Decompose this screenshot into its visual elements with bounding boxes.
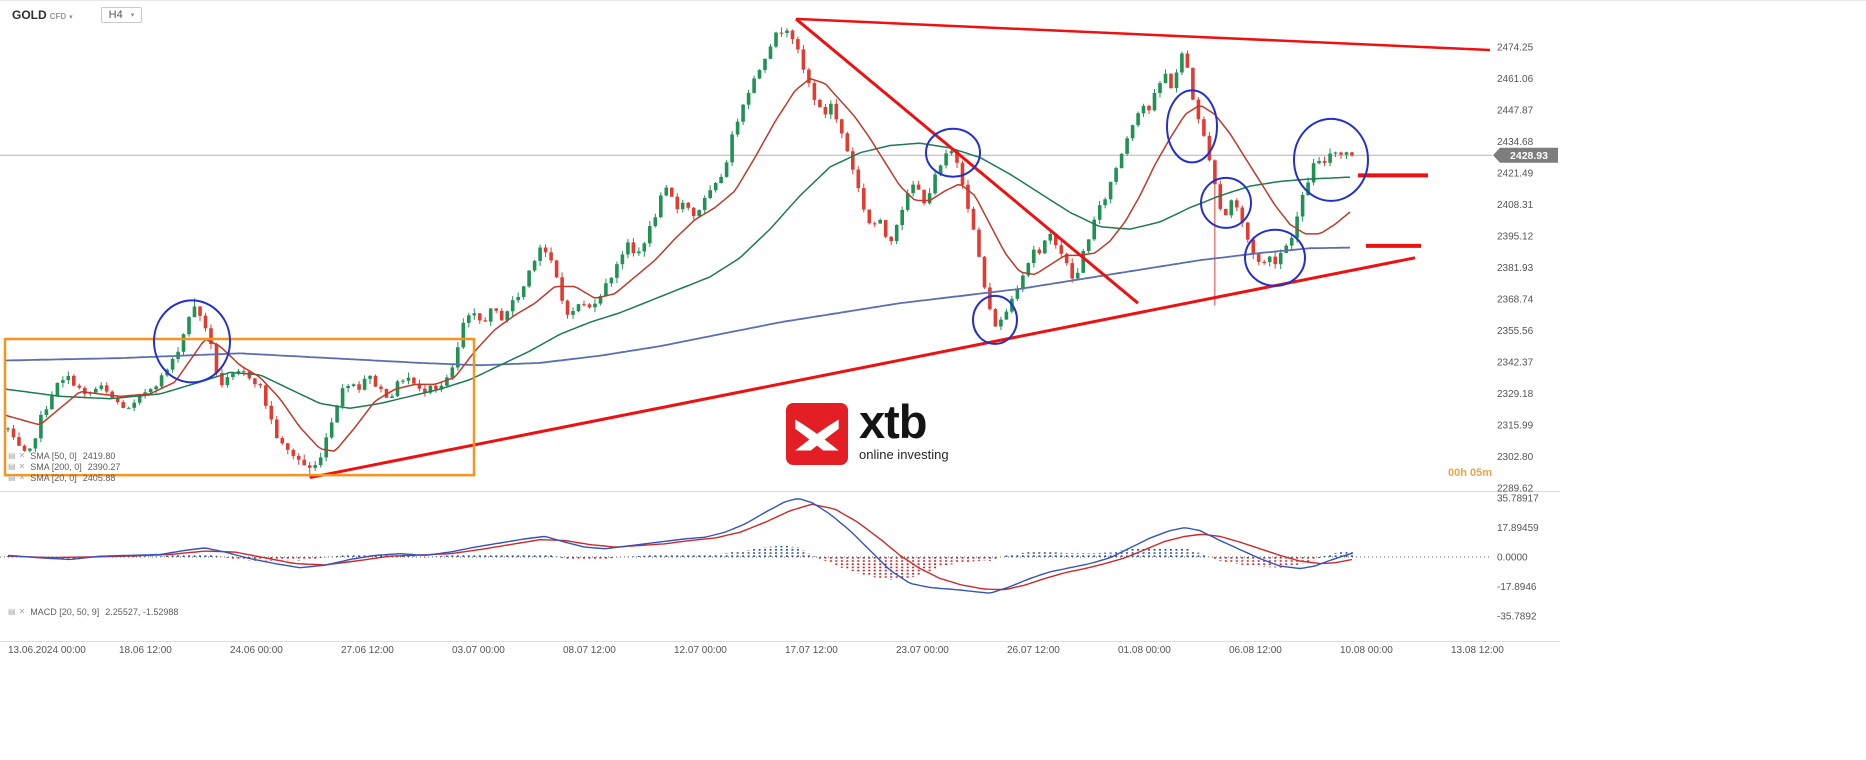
time-axis-label: 27.06 12:00 [341, 645, 394, 656]
price-axis-label: 2421.49 [1497, 169, 1534, 180]
macd-label: MACD [20, 50, 9] [30, 607, 100, 617]
time-axis-label: 12.07 00:00 [674, 645, 727, 656]
price-axis[interactable] [1492, 1, 1560, 642]
annotation-circle[interactable] [925, 127, 981, 178]
macd-axis-label: -35.7892 [1497, 612, 1537, 623]
indicator-menu-icon[interactable]: ▤ [8, 451, 16, 460]
price-axis-label: 2315.99 [1497, 421, 1534, 432]
indicator-legend-row: ▤ ✕ SMA [200, 0] 2390.27 [8, 462, 120, 472]
current-price-badge: 2428.93 [1493, 147, 1558, 163]
price-axis-label: 2355.56 [1497, 326, 1534, 337]
time-axis-label: 26.07 12:00 [1007, 645, 1060, 656]
indicator-label: SMA [200, 0] [30, 462, 82, 472]
indicator-legend-row: ▤ ✕ SMA [50, 0] 2419.80 [8, 451, 115, 461]
price-axis-label: 2461.06 [1497, 74, 1534, 85]
annotation-circle[interactable] [1200, 176, 1252, 229]
indicator-label: SMA [20, 0] [30, 473, 77, 483]
time-axis-label: 06.08 12:00 [1229, 645, 1282, 656]
instrument-type-label: CFD [49, 12, 67, 21]
time-axis-label: 23.07 00:00 [896, 645, 949, 656]
time-axis-label: 13.08 12:00 [1451, 645, 1504, 656]
indicator-remove-icon[interactable]: ✕ [18, 473, 26, 482]
xtb-brand-text: xtb [859, 395, 927, 448]
chart-header: GOLD CFD ▾ H4 ▾ [12, 7, 143, 23]
time-axis-label: 01.08 00:00 [1118, 645, 1171, 656]
macd-axis-label: -17.8946 [1497, 582, 1537, 593]
indicator-legend-row: ▤ ✕ SMA [20, 0] 2405.88 [8, 473, 115, 483]
consolidation-rectangle[interactable] [3, 337, 476, 477]
indicator-remove-icon[interactable]: ✕ [18, 607, 26, 616]
time-axis-label: 24.06 00:00 [230, 645, 283, 656]
price-axis-label: 2447.87 [1497, 106, 1534, 117]
candle-countdown-timer: 00h 05m [1448, 467, 1493, 479]
svg-text:2428.93: 2428.93 [1510, 150, 1548, 162]
annotation-circle[interactable] [972, 294, 1018, 345]
price-chart-canvas[interactable]: 2428.93 2474.25 2461.06 2447.87 2434.68 2421.… [0, 1, 1560, 661]
time-axis[interactable] [0, 642, 1492, 662]
time-axis-label: 17.07 12:00 [785, 645, 838, 656]
chevron-down-icon: ▾ [69, 14, 73, 21]
symbol-selector[interactable]: GOLD CFD ▾ [12, 8, 73, 22]
price-axis-label: 2368.74 [1497, 295, 1534, 306]
price-axis-label: 2395.12 [1497, 232, 1534, 243]
price-axis-label: 2381.93 [1497, 263, 1534, 274]
indicator-value: 2405.88 [82, 473, 116, 483]
xtb-tagline: online investing [859, 446, 949, 462]
symbol-label: GOLD [12, 8, 47, 22]
price-axis-label: 2474.25 [1497, 43, 1534, 54]
macd-axis-label: 0.0000 [1497, 553, 1528, 564]
macd-axis-label: 17.89459 [1497, 523, 1539, 534]
indicator-remove-icon[interactable]: ✕ [18, 462, 26, 471]
price-axis-label: 2289.62 [1497, 484, 1534, 495]
candles-layer [6, 27, 1354, 478]
annotation-circle[interactable] [1244, 228, 1306, 287]
annotation-circle[interactable] [153, 299, 231, 384]
macd-signal-line [7, 503, 1353, 591]
xtb-logo-icon [786, 403, 848, 465]
time-axis-label: 13.06.2024 00:00 [8, 645, 86, 656]
indicator-menu-icon[interactable]: ▤ [8, 607, 16, 616]
time-axis-label: 03.07 00:00 [452, 645, 505, 656]
indicator-menu-icon[interactable]: ▤ [8, 473, 16, 482]
price-axis-label: 2342.37 [1497, 358, 1534, 369]
indicator-remove-icon[interactable]: ✕ [18, 451, 26, 460]
price-axis-label: 2434.68 [1497, 137, 1534, 148]
macd-value: 2.25527, -1.52988 [105, 607, 179, 617]
indicator-menu-icon[interactable]: ▤ [8, 462, 16, 471]
price-axis-label: 2329.18 [1497, 389, 1534, 400]
descending-trendline[interactable] [795, 17, 1139, 305]
sma-200-line [5, 246, 1351, 367]
indicator-value: 2390.27 [87, 462, 121, 472]
annotation-circle[interactable] [1166, 89, 1218, 164]
annotation-circle[interactable] [1293, 117, 1369, 202]
time-axis-label: 18.06 12:00 [119, 645, 172, 656]
timeframe-selector[interactable]: H4 ▾ [100, 7, 143, 23]
sma-20-line [5, 77, 1351, 452]
time-axis-label: 08.07 12:00 [563, 645, 616, 656]
indicator-value: 2419.80 [82, 451, 116, 461]
timeframe-label: H4 [108, 9, 123, 21]
indicator-label: SMA [50, 0] [30, 451, 77, 461]
xtb-brand-block: xtb online investing [859, 395, 949, 462]
time-axis-label: 10.08 00:00 [1340, 645, 1393, 656]
upper-trendline[interactable] [795, 17, 1491, 52]
macd-line [7, 498, 1353, 594]
ascending-trendline[interactable] [309, 256, 1416, 480]
chevron-down-icon: ▾ [130, 12, 135, 19]
macd-legend-row: ▤ ✕ MACD [20, 50, 9] 2.25527, -1.52988 [8, 607, 178, 617]
xtb-watermark: xtb online investing [786, 395, 949, 465]
price-axis-label: 2302.80 [1497, 452, 1534, 463]
sma-50-line [5, 142, 1351, 410]
price-axis-label: 2408.31 [1497, 200, 1534, 211]
macd-axis-label: 35.78917 [1497, 493, 1539, 504]
